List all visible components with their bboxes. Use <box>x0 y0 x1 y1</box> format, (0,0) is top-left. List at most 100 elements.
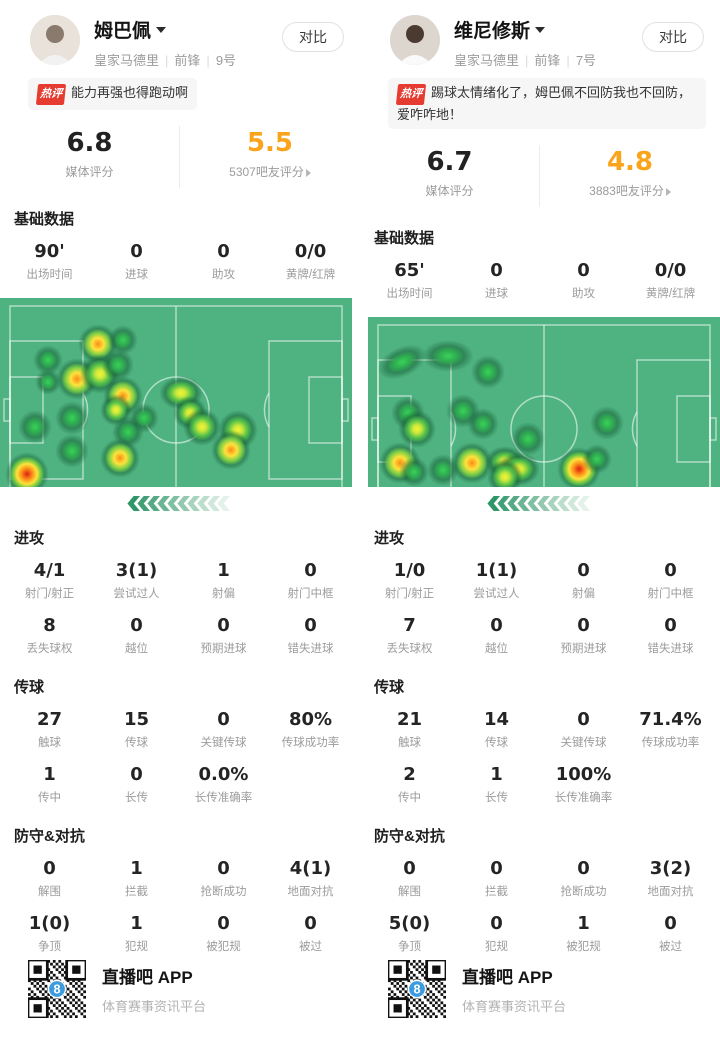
stat-value: 0 <box>577 709 590 730</box>
position: 前锋 <box>174 53 201 68</box>
heat-point <box>487 458 524 487</box>
arrow-right-icon <box>305 168 311 177</box>
stat-label: 长传准确率 <box>194 792 253 804</box>
heat-point <box>210 430 251 471</box>
stat-value: 0 <box>130 615 143 636</box>
stat-label: 传球 <box>125 737 148 749</box>
stat-value: 71.4% <box>639 709 702 730</box>
player-name-row[interactable]: 姆巴佩 <box>94 16 236 43</box>
stat-row: 27 触球 15 传球 0 关键传球 80% 传球成功率 <box>0 701 360 756</box>
heat-point <box>55 434 90 469</box>
player-heatmap <box>368 317 720 487</box>
player-name-row[interactable]: 维尼修斯 <box>454 16 596 43</box>
stat-value: 90' <box>34 241 65 262</box>
section-title: 进攻 <box>14 530 45 547</box>
stat-value: 0 <box>130 764 143 785</box>
stat-value: 4(1) <box>289 858 332 879</box>
stat-cell: 1 传中 <box>6 764 93 805</box>
shirt-number: 7号 <box>575 53 597 68</box>
stat-label: 丢失球权 <box>386 643 433 655</box>
stat-value: 5(0) <box>388 913 431 934</box>
media-score: 6.8 <box>66 128 113 158</box>
stat-cell: 0 预期进球 <box>540 615 627 656</box>
player-avatar[interactable] <box>30 15 80 65</box>
app-footer: 8 直播吧 APP 体育赛事资讯平台 <box>0 960 360 1018</box>
stat-value: 0 <box>664 913 677 934</box>
team-name: 皇家马德里 <box>94 53 160 68</box>
compare-button[interactable]: 对比 <box>282 22 344 52</box>
arrow-right-icon <box>665 187 671 196</box>
stat-cell: 8 丢失球权 <box>6 615 93 656</box>
media-score: 6.7 <box>426 147 473 177</box>
stat-label: 长传准确率 <box>554 792 613 804</box>
fan-rating[interactable]: 4.8 3883吧友评分 <box>540 145 720 207</box>
stat-cell: 0 关键传球 <box>540 709 627 750</box>
stat-cell: 1 犯规 <box>93 913 180 954</box>
stat-value: 0 <box>664 615 677 636</box>
stat-value: 0 <box>217 709 230 730</box>
stat-label: 射门/射正 <box>24 588 75 600</box>
stat-value: 0 <box>217 241 230 262</box>
stat-cell: 15 传球 <box>93 709 180 750</box>
stat-label: 触球 <box>398 737 421 749</box>
dropdown-icon <box>156 26 167 33</box>
stat-cell: 100% 长传准确率 <box>540 764 627 805</box>
stat-value: 15 <box>123 709 150 730</box>
stat-value: 65' <box>394 260 425 281</box>
hot-comment-text: 能力再强也得跑动啊 <box>71 85 189 100</box>
basic-stats-section: 基础数据 90' 出场时间 0 进球 0 助攻 0/0 黄牌/红牌 <box>0 194 360 288</box>
stat-value: 0.0% <box>198 764 249 785</box>
stat-label: 抢断成功 <box>200 886 247 898</box>
stat-value: 2 <box>403 764 416 785</box>
stat-label: 地面对抗 <box>287 886 334 898</box>
compare-button[interactable]: 对比 <box>642 22 704 52</box>
stat-label: 传球 <box>485 737 508 749</box>
stat-row: 1 传中 0 长传 0.0% 长传准确率 <box>0 756 360 811</box>
qr-code: 8 <box>28 960 86 1018</box>
stat-label: 射门中框 <box>287 588 334 600</box>
stat-cell: 0 越位 <box>453 615 540 656</box>
footer-text: 直播吧 APP 体育赛事资讯平台 <box>102 963 206 1015</box>
player-avatar[interactable] <box>390 15 440 65</box>
stat-row: 2 传中 1 长传 100% 长传准确率 <box>360 756 720 811</box>
app-footer: 8 直播吧 APP 体育赛事资讯平台 <box>360 960 720 1018</box>
stat-label: 射门中框 <box>647 588 694 600</box>
stat-value: 0 <box>490 858 503 879</box>
stat-label: 越位 <box>485 643 508 655</box>
stat-label: 错失进球 <box>287 643 334 655</box>
stat-label: 传中 <box>398 792 421 804</box>
stat-cell: 0 被过 <box>627 913 714 954</box>
hot-comment-text: 踢球太情绪化了，姆巴佩不回防我也不回防，爱咋咋地！ <box>397 85 692 122</box>
fan-score-text: 3883吧友评分 <box>589 184 664 198</box>
stat-label: 传中 <box>38 792 61 804</box>
stat-row: 90' 出场时间 0 进球 0 助攻 0/0 黄牌/红牌 <box>0 233 360 288</box>
fan-rating[interactable]: 5.5 5307吧友评分 <box>180 126 360 188</box>
stat-label: 长传 <box>485 792 508 804</box>
stat-cell: 2 传中 <box>366 764 453 805</box>
heat-point <box>101 349 134 382</box>
heat-point <box>5 451 50 487</box>
stat-value: 0 <box>403 858 416 879</box>
separator: | <box>566 53 570 68</box>
stat-label: 触球 <box>38 737 61 749</box>
section-title: 传球 <box>14 679 45 696</box>
fan-score-label: 5307吧友评分 <box>180 163 360 180</box>
stat-label: 预期进球 <box>560 643 607 655</box>
stat-value: 7 <box>403 615 416 636</box>
stat-cell: 0 错失进球 <box>627 615 714 656</box>
stat-label: 错失进球 <box>647 643 694 655</box>
stat-value: 1 <box>217 560 230 581</box>
stat-value: 0 <box>304 560 317 581</box>
separator: | <box>525 53 529 68</box>
stat-label: 出场时间 <box>386 288 433 300</box>
footer-text: 直播吧 APP 体育赛事资讯平台 <box>462 963 566 1015</box>
media-rating: 6.8 媒体评分 <box>0 126 180 188</box>
stat-label: 地面对抗 <box>647 886 694 898</box>
stat-label: 助攻 <box>212 269 235 281</box>
stat-value: 21 <box>396 709 423 730</box>
fan-score-label: 3883吧友评分 <box>540 182 720 199</box>
position: 前锋 <box>534 53 561 68</box>
stat-label: 预期进球 <box>200 643 247 655</box>
stat-row: 21 触球 14 传球 0 关键传球 71.4% 传球成功率 <box>360 701 720 756</box>
stat-label: 尝试过人 <box>113 588 160 600</box>
